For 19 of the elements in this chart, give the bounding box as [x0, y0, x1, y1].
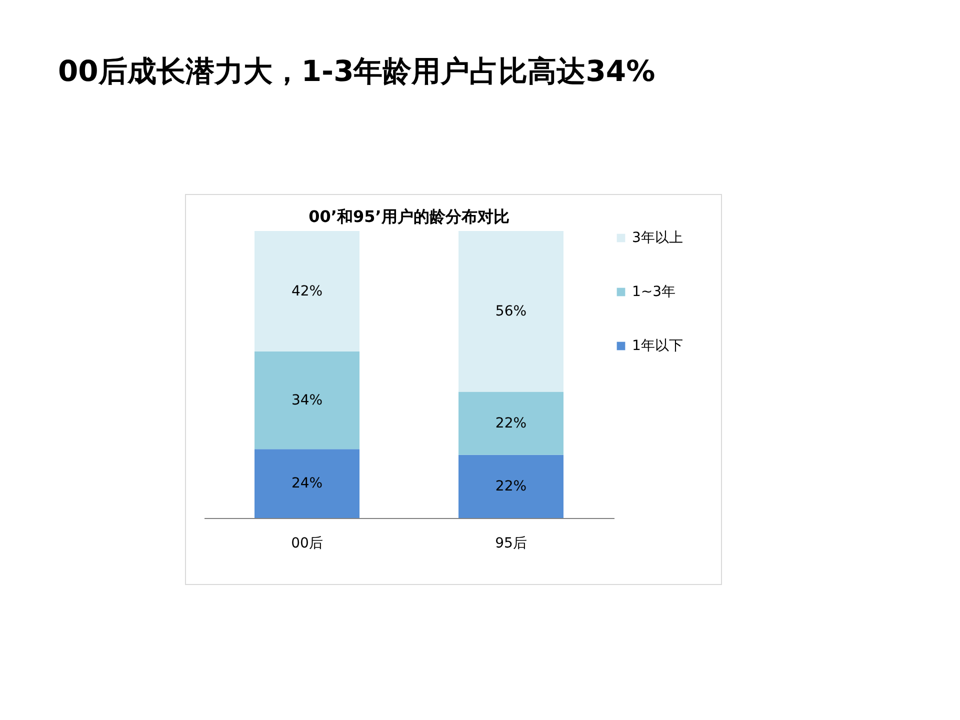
legend-label: 1年以下	[632, 338, 683, 354]
data-label: 42%	[291, 283, 323, 300]
data-label: 24%	[291, 476, 323, 492]
legend-label: 1~3年	[632, 284, 676, 300]
bar	[458, 392, 564, 455]
legend-label: 3年以上	[632, 230, 683, 246]
data-label: 34%	[291, 392, 323, 408]
data-label: 22%	[495, 415, 527, 432]
data-label: 56%	[495, 303, 527, 320]
bar	[254, 231, 360, 352]
bar	[254, 449, 360, 518]
bar	[458, 231, 564, 392]
bar	[254, 352, 360, 450]
x-tick-label: 00后	[291, 536, 323, 552]
chart-title: 00后成长潜力大，1-3年龄用户占比高达34%	[58, 53, 656, 90]
data-label: 22%	[495, 478, 527, 494]
bar	[458, 454, 564, 518]
x-tick-label: 95后	[495, 536, 527, 552]
chart-subtitle: 00’和95’用户的龄分布对比	[308, 207, 510, 226]
